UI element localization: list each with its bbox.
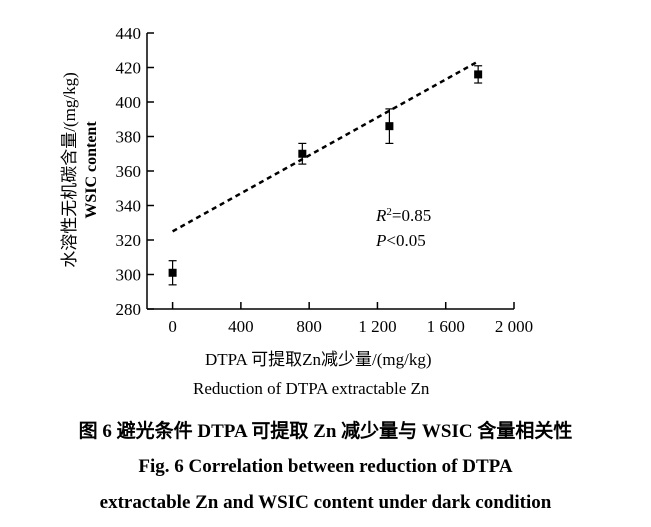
x-axis-ticks: 0 400 800 1 200 1 600 2 000 — [168, 302, 533, 336]
y-axis-label-cn: 水溶性无机碳含量/(mg/kg) — [60, 72, 79, 268]
x-axis-label-cn: DTPA 可提取Zn减少量/(mg/kg) — [205, 350, 432, 369]
x-tick-label: 400 — [228, 317, 254, 336]
r-squared-annotation: R2=0.85 — [375, 206, 431, 225]
data-point — [474, 65, 483, 84]
p-value-annotation: P<0.05 — [375, 231, 426, 250]
p-value: <0.05 — [386, 231, 425, 250]
x-tick-label: 800 — [296, 317, 322, 336]
x-axis-label-en: Reduction of DTPA extractable Zn — [193, 379, 430, 398]
data-points — [168, 65, 483, 286]
y-tick-label: 300 — [116, 266, 142, 285]
data-point — [385, 108, 394, 144]
y-tick-label: 280 — [116, 300, 142, 319]
scatter-chart: 280 300 320 340 360 380 400 420 440 0 400 800 1 200… — [60, 24, 533, 398]
y-tick-label: 320 — [116, 231, 142, 250]
point-marker — [474, 70, 483, 79]
r-symbol: R — [375, 206, 387, 225]
point-marker — [298, 149, 307, 158]
r2-value: =0.85 — [392, 206, 431, 225]
x-tick-label: 2 000 — [495, 317, 533, 336]
point-marker — [168, 268, 177, 277]
x-tick-label: 1 600 — [427, 317, 465, 336]
y-axis-label-en: WSIC content — [83, 121, 100, 219]
y-tick-label: 440 — [116, 24, 142, 43]
p-symbol: P — [375, 231, 386, 250]
y-axis-ticks: 280 300 320 340 360 380 400 420 440 — [116, 24, 154, 319]
data-point — [298, 142, 307, 165]
y-tick-label: 340 — [116, 197, 142, 216]
y-tick-label: 360 — [116, 162, 142, 181]
y-tick-label: 420 — [116, 59, 142, 78]
figure-caption-en-line1: Fig. 6 Correlation between reduction of … — [138, 456, 513, 477]
fit-line — [171, 61, 478, 233]
x-tick-label: 0 — [168, 317, 177, 336]
point-marker — [385, 122, 394, 131]
data-point — [168, 260, 177, 286]
x-tick-label: 1 200 — [358, 317, 396, 336]
figure-caption-cn: 图 6 避光条件 DTPA 可提取 Zn 减少量与 WSIC 含量相关性 — [78, 421, 573, 442]
y-tick-label: 400 — [116, 93, 142, 112]
y-tick-label: 380 — [116, 128, 142, 147]
chart-axes — [146, 33, 514, 310]
figure-caption-en-line2: extractable Zn and WSIC content under da… — [99, 492, 552, 513]
